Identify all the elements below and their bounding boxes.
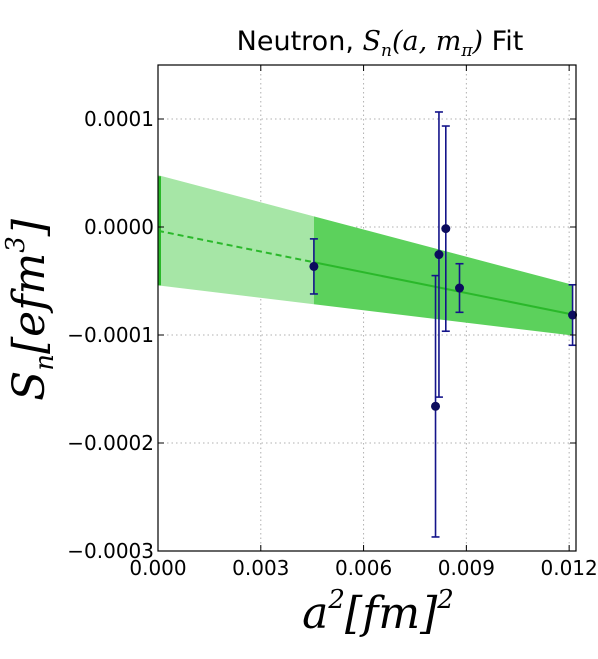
title-math-sub: n	[381, 41, 392, 61]
title-prefix: Neutron,	[237, 26, 363, 57]
x-tick-labels: 0.000 0.003 0.006 0.009 0.012	[129, 556, 597, 580]
x-tick-label: 0.009	[438, 556, 495, 580]
data-point	[441, 224, 451, 234]
y-tick-label: −0.0003	[67, 539, 154, 563]
y-axis-label-sub: n	[30, 354, 60, 371]
y-tick-labels: 0.0001 0.0000 −0.0001 −0.0002 −0.0003	[67, 107, 154, 563]
title-math-main: S	[362, 26, 381, 57]
y-axis-label-bracket-close: ]	[4, 218, 55, 237]
data-point	[434, 250, 444, 260]
y-axis-label-bracket-open: [efm	[4, 253, 55, 354]
x-tick-label: 0.000	[129, 556, 186, 580]
x-tick-label: 0.003	[232, 556, 289, 580]
axes-frame	[157, 64, 577, 552]
fit-band-data-range	[313, 216, 573, 336]
fit-lines	[157, 176, 573, 316]
y-axis-label: Sn[efm3]	[1, 218, 60, 401]
data-points	[309, 111, 578, 538]
x-axis-label-sup2: 2	[436, 585, 454, 615]
title-math-args-sub: π	[460, 41, 473, 61]
title-math-close: )	[472, 26, 484, 57]
data-point	[455, 283, 465, 293]
fit-line-extrapolated	[157, 229, 315, 264]
data-point	[431, 401, 441, 411]
x-tick-label: 0.012	[541, 556, 598, 580]
y-tick-label: 0.0000	[84, 215, 154, 239]
title-math-args: (a, m	[392, 26, 461, 57]
y-tick-label: −0.0001	[67, 323, 154, 347]
fit-band	[158, 175, 573, 336]
x-axis-label-bracket: [fm]	[345, 588, 438, 639]
data-point	[309, 261, 319, 271]
x-tick-label: 0.006	[335, 556, 392, 580]
title-suffix: Fit	[483, 26, 523, 57]
fit-band-extrapolated	[158, 175, 314, 305]
x-axis-label-sup1: 2	[327, 585, 345, 615]
fit-line-central	[313, 261, 573, 316]
y-tick-label: 0.0001	[84, 107, 154, 131]
y-axis-label-main: S	[4, 371, 55, 401]
x-axis-label-main: a	[302, 588, 328, 639]
y-axis-label-sup: 3	[1, 236, 31, 253]
data-point	[568, 310, 578, 320]
axis-ticks	[157, 65, 576, 552]
chart-title: Neutron, Sn(a, mπ) Fit	[237, 26, 524, 61]
x-axis-label: a2[fm]2	[302, 585, 454, 639]
y-tick-label: −0.0002	[67, 431, 154, 455]
